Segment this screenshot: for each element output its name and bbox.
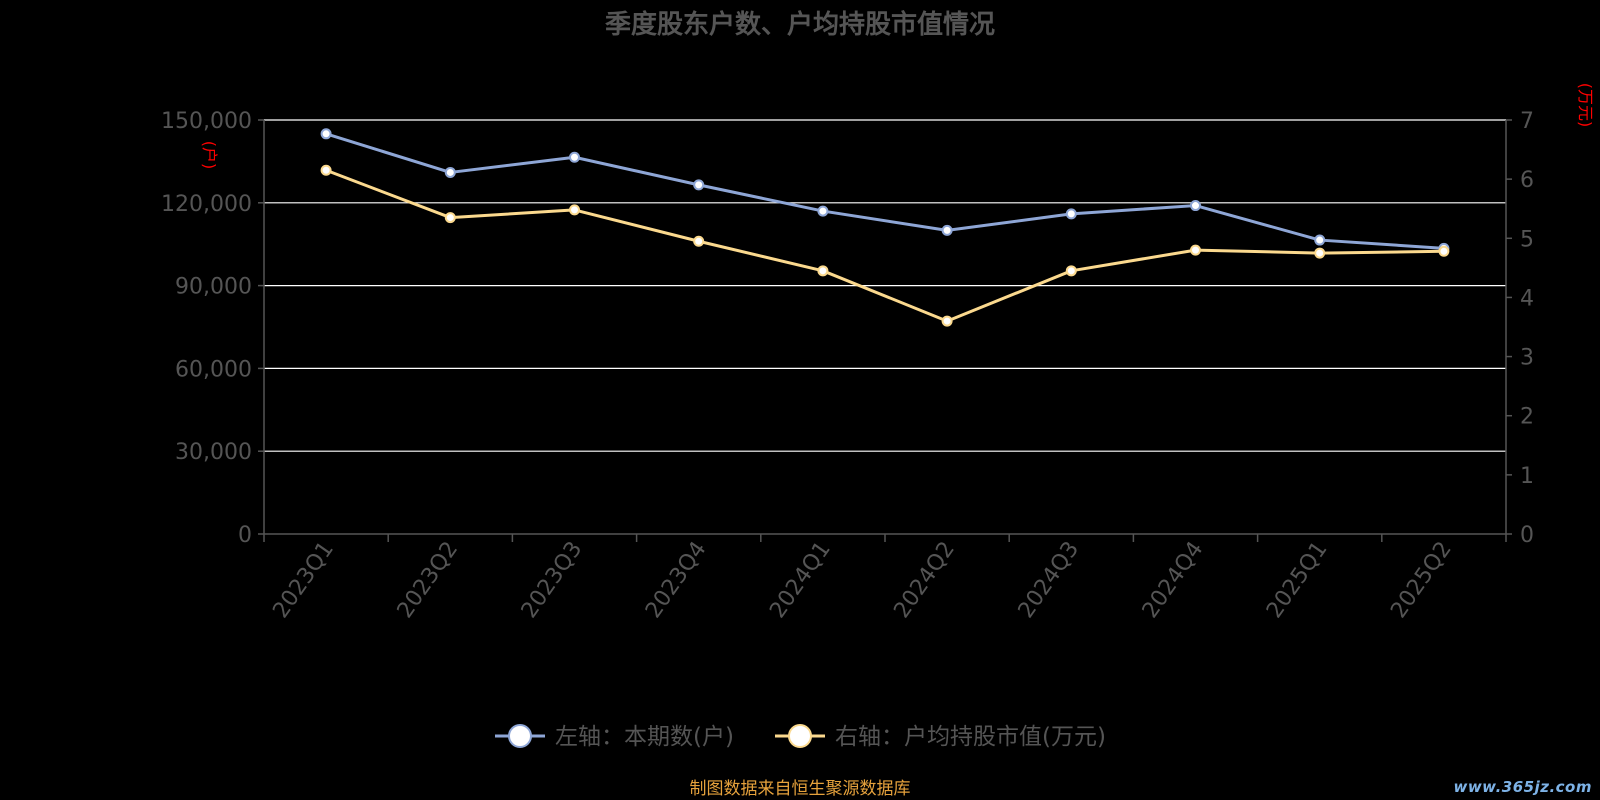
data-point	[817, 205, 829, 217]
data-point	[569, 204, 580, 216]
right-axis-unit-label: (万元)	[1576, 83, 1595, 128]
data-point	[1065, 208, 1077, 220]
data-point	[444, 166, 456, 178]
data-point	[1190, 200, 1201, 212]
data-point	[693, 235, 705, 247]
watermark-text: www.365jz.com	[1453, 778, 1592, 796]
x-tick-label: 2023Q3	[517, 537, 588, 623]
legend-item-2[interactable]: 右轴：户均持股市值(万元)	[775, 724, 1106, 750]
data-point	[1190, 244, 1201, 256]
data-point	[569, 151, 580, 163]
data-point	[320, 164, 332, 176]
data-point	[693, 179, 705, 191]
x-tick-label: 2023Q1	[268, 537, 339, 623]
left-tick-label: 120,000	[161, 192, 252, 217]
x-tick-label: 2023Q2	[393, 537, 464, 623]
data-point	[941, 224, 953, 236]
left-axis-unit-label: (户)	[200, 141, 219, 170]
x-tick-label: 2024Q4	[1138, 537, 1209, 623]
x-tick-label: 2024Q2	[889, 537, 960, 623]
right-tick-label: 0	[1520, 523, 1534, 548]
chart-title: 季度股东户数、户均持股市值情况	[605, 9, 995, 40]
left-tick-label: 90,000	[175, 275, 252, 300]
data-point	[1314, 234, 1326, 246]
legend[interactable]: 左轴：本期数(户) 右轴：户均持股市值(万元)	[495, 724, 1106, 750]
legend-label: 右轴：户均持股市值(万元)	[835, 724, 1106, 750]
series-lines	[320, 128, 1450, 327]
right-tick-label: 4	[1520, 286, 1534, 311]
right-tick-label: 3	[1520, 346, 1534, 371]
legend-circle-icon	[788, 724, 812, 748]
right-tick-label: 2	[1520, 405, 1534, 430]
left-tick-label: 30,000	[175, 440, 252, 465]
right-tick-label: 6	[1520, 168, 1534, 193]
series-line-2	[325, 168, 1444, 323]
x-tick-label: 2024Q1	[765, 537, 836, 623]
x-tick-label: 2025Q2	[1386, 537, 1457, 623]
data-point	[1438, 245, 1450, 257]
legend-item-1[interactable]: 左轴：本期数(户)	[495, 724, 734, 750]
data-point	[817, 265, 829, 277]
x-tick-label: 2024Q3	[1014, 537, 1085, 623]
left-tick-label: 0	[238, 523, 252, 548]
data-point	[444, 212, 456, 224]
grid-lines	[264, 119, 1506, 452]
source-note: 制图数据来自恒生聚源数据库	[690, 779, 911, 799]
left-tick-label: 150,000	[161, 109, 252, 134]
series-line-1	[325, 132, 1444, 250]
right-tick-label: 5	[1520, 227, 1534, 252]
right-tick-label: 7	[1520, 109, 1534, 134]
x-tick-label: 2023Q4	[641, 537, 712, 623]
data-point	[1314, 247, 1326, 259]
data-point	[941, 315, 953, 327]
legend-label: 左轴：本期数(户)	[555, 724, 734, 750]
legend-circle-icon	[508, 724, 532, 748]
x-tick-label: 2025Q1	[1262, 537, 1333, 623]
right-tick-label: 1	[1520, 464, 1534, 489]
left-tick-label: 60,000	[175, 357, 252, 382]
data-point	[320, 128, 332, 140]
data-point	[1065, 265, 1077, 277]
